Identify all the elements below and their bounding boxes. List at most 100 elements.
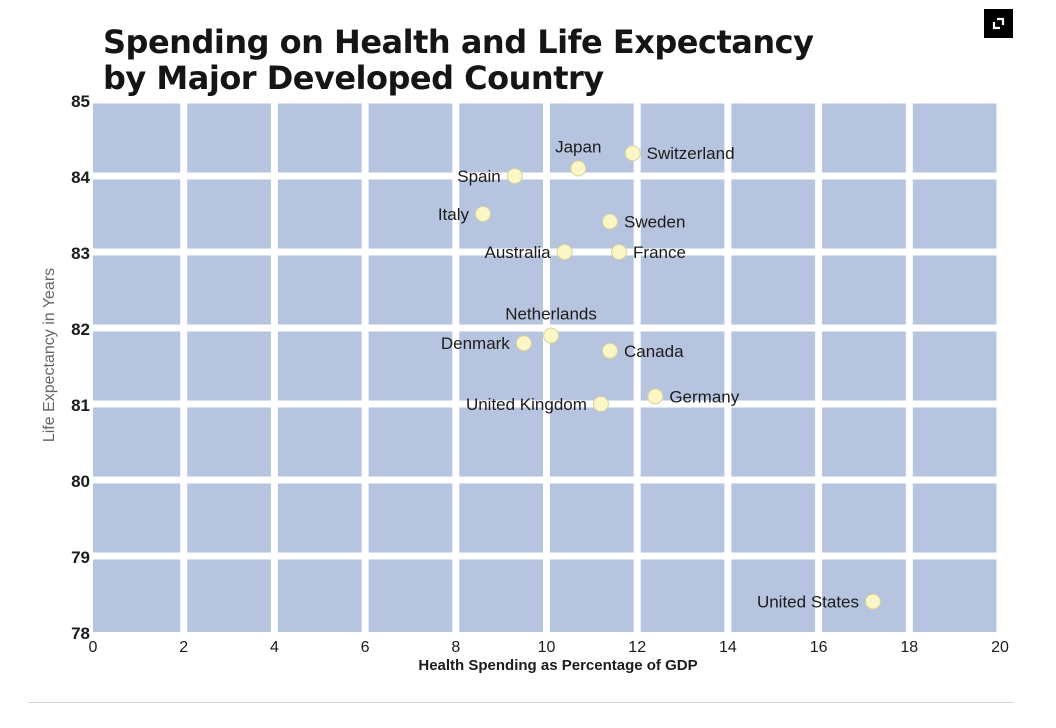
grid-cell <box>368 179 453 249</box>
grid-cell <box>93 483 181 553</box>
y-tick-label: 82 <box>71 320 90 339</box>
chart-title-line-2: by Major Developed Country <box>103 59 604 97</box>
grid-cell <box>459 255 543 325</box>
grid-cell <box>277 103 362 173</box>
grid-cell <box>459 103 543 173</box>
grid-cell <box>550 331 634 401</box>
grid-cell <box>731 483 816 553</box>
data-point-label: Switzerland <box>647 144 735 163</box>
grid-cell <box>187 103 271 173</box>
data-point-label: United Kingdom <box>466 395 587 414</box>
x-tick-label: 10 <box>538 639 556 656</box>
data-point-label: Spain <box>457 167 500 186</box>
y-axis-ticks: 78 79 80 81 82 83 84 85 <box>71 92 90 643</box>
x-tick-label: 8 <box>451 639 460 656</box>
grid-cell <box>187 331 271 401</box>
grid-cell <box>731 559 816 632</box>
chart-title-line-1: Spending on Health and Life Expectancy <box>103 23 814 61</box>
grid-cell <box>277 255 362 325</box>
grid-cell <box>187 179 271 249</box>
scatter-chart: 78 79 80 81 82 83 84 85 0 2 4 6 8 10 12 14 16 18 20 Life … <box>41 92 1009 674</box>
grid-cell <box>187 407 271 477</box>
grid-cell <box>93 255 181 325</box>
x-axis-label: Health Spending as Percentage of GDP <box>418 657 697 674</box>
grid-cell <box>277 483 362 553</box>
expand-icon <box>992 17 1005 30</box>
grid-cell <box>93 407 181 477</box>
grid-cell <box>93 103 181 173</box>
data-point-label: Germany <box>669 387 739 406</box>
x-axis-ticks: 0 2 4 6 8 10 12 14 16 18 20 <box>89 639 1009 656</box>
plot-area <box>93 103 997 632</box>
data-point <box>611 244 628 260</box>
grid-cell <box>822 407 906 477</box>
x-tick-label: 16 <box>810 639 828 656</box>
x-tick-label: 6 <box>361 639 370 656</box>
data-point-label: Canada <box>624 342 684 361</box>
y-tick-label: 81 <box>71 396 90 415</box>
grid-cell <box>912 407 997 477</box>
grid-cell <box>459 559 543 632</box>
y-tick-label: 83 <box>71 244 90 263</box>
grid-cell <box>550 559 634 632</box>
grid-cell <box>640 407 725 477</box>
x-tick-label: 14 <box>719 639 737 656</box>
data-point <box>543 327 560 344</box>
grid-cell <box>550 407 634 477</box>
grid-cell <box>731 331 816 401</box>
y-tick-label: 78 <box>71 624 90 643</box>
y-tick-label: 79 <box>71 548 90 567</box>
grid-cell <box>93 179 181 249</box>
grid-cell <box>277 559 362 632</box>
y-axis-label: Life Expectancy in Years <box>41 268 58 442</box>
grid-cell <box>640 483 725 553</box>
grid-cell <box>93 331 181 401</box>
x-tick-label: 12 <box>628 639 646 656</box>
grid-cell <box>368 255 453 325</box>
grid-cell <box>731 179 816 249</box>
y-tick-label: 80 <box>71 472 90 491</box>
data-point-label: Netherlands <box>505 305 597 324</box>
data-point-label: Australia <box>484 243 551 262</box>
chart-title: Spending on Health and Life Expectancy b… <box>103 23 814 97</box>
y-tick-label: 84 <box>71 168 90 187</box>
x-tick-label: 0 <box>89 639 98 656</box>
bottom-divider <box>28 702 1014 703</box>
grid-cell <box>550 179 634 249</box>
data-point-label: France <box>633 243 686 262</box>
grid-cell <box>912 103 997 173</box>
grid-cell <box>277 407 362 477</box>
grid-cell <box>459 483 543 553</box>
grid-cell <box>368 103 453 173</box>
grid-cell <box>912 483 997 553</box>
data-point <box>601 342 618 359</box>
grid-cell <box>550 103 634 173</box>
data-point-label: Sweden <box>624 213 685 232</box>
grid-cell <box>277 179 362 249</box>
grid-cell <box>93 559 181 632</box>
grid-cell <box>368 331 453 401</box>
grid-cell <box>459 179 543 249</box>
data-points: Japan Switzerland Spain Italy Sweden Australi… <box>438 137 882 612</box>
grid-cell <box>822 559 906 632</box>
data-point <box>506 168 523 184</box>
data-point-label: Japan <box>555 137 601 156</box>
grid-cell <box>822 331 906 401</box>
grid-cell <box>822 103 906 173</box>
grid-cell <box>822 483 906 553</box>
grid-cell <box>550 483 634 553</box>
grid-cell <box>187 559 271 632</box>
grid-cell <box>368 483 453 553</box>
data-point <box>592 396 609 412</box>
x-tick-label: 20 <box>991 639 1009 656</box>
grid-cell <box>731 407 816 477</box>
expand-button[interactable] <box>984 9 1013 38</box>
grid-cell <box>640 179 725 249</box>
y-tick-label: 85 <box>71 92 90 111</box>
data-point <box>647 388 664 405</box>
grid-cell <box>640 255 725 325</box>
grid-cell <box>550 255 634 325</box>
grid-cell <box>912 179 997 249</box>
grid-cell <box>731 255 816 325</box>
grid-cell <box>187 255 271 325</box>
